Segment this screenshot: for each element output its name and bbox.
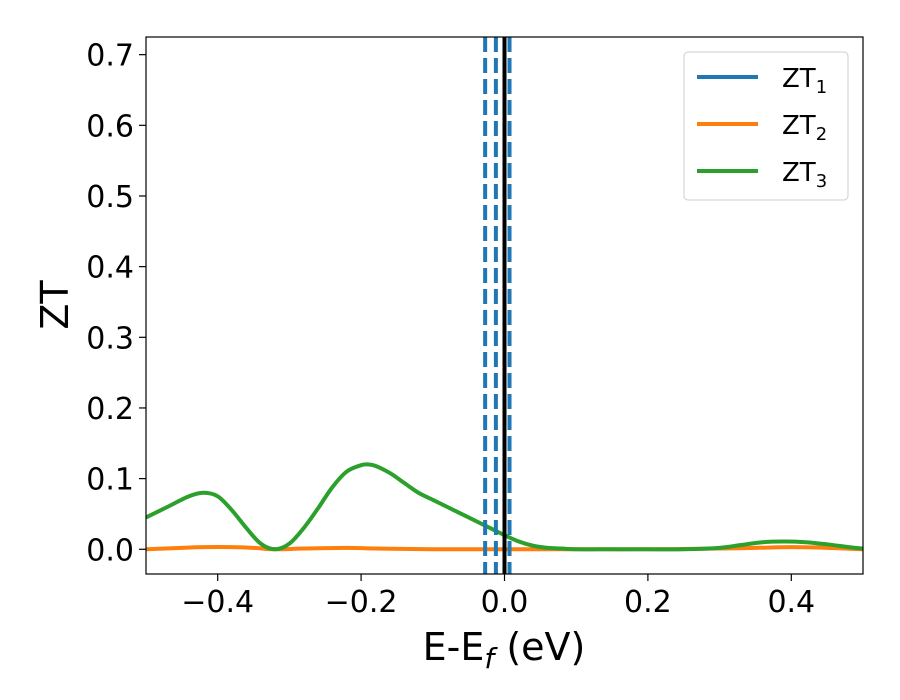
x-axis-label: E-Ef (eV) <box>423 625 586 675</box>
y-tick-label: 0.4 <box>86 251 134 286</box>
legend-frame <box>683 51 849 201</box>
y-axis-label: ZT <box>33 280 77 330</box>
x-tick-label: 0.4 <box>767 585 815 620</box>
y-tick-label: 0.7 <box>86 39 134 74</box>
x-tick-label: 0.2 <box>624 585 672 620</box>
y-tick-label: 0.0 <box>86 533 134 568</box>
y-tick-label: 0.1 <box>86 463 134 498</box>
legend-label-zt1: ZT1 <box>782 64 827 98</box>
ticks-layer: −0.4 −0.2 0.0 0.2 0.4 0.0 0.1 0.2 0.3 0.4 0.5 0.6 0.… <box>86 39 815 620</box>
lines-layer <box>146 37 863 574</box>
legend-label-zt3: ZT3 <box>782 158 827 192</box>
legend-label-zt2: ZT2 <box>782 111 827 145</box>
x-tick-label: 0.0 <box>481 585 529 620</box>
y-tick-label: 0.5 <box>86 180 134 215</box>
series-line-zt3 <box>146 462 863 552</box>
x-tick-label: −0.2 <box>325 585 398 620</box>
x-tick-label: −0.4 <box>181 585 254 620</box>
y-tick-label: 0.3 <box>86 321 134 356</box>
y-tick-label: 0.2 <box>86 392 134 427</box>
series-line-zt2 <box>146 545 863 552</box>
y-tick-label: 0.6 <box>86 109 134 144</box>
legend: ZT1 ZT2 ZT3 <box>683 51 849 201</box>
